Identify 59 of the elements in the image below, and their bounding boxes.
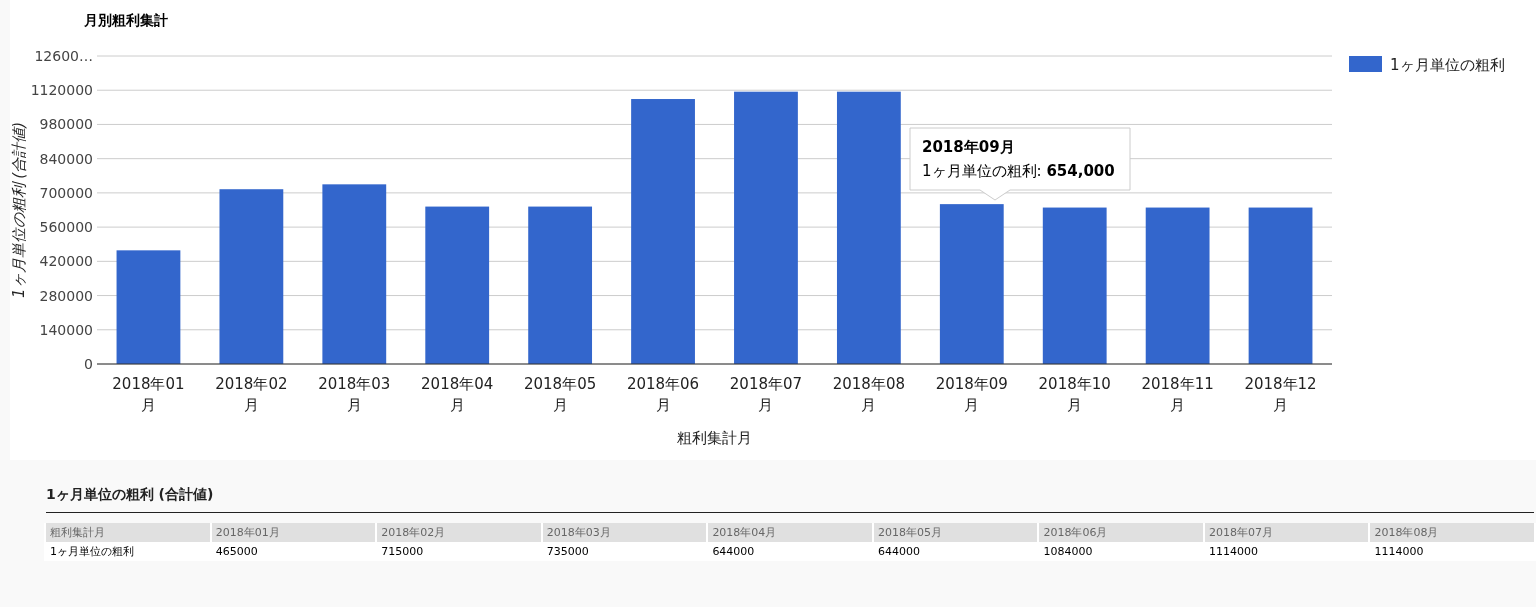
x-tick-label: 2018年01月 [112,375,185,414]
x-tick-label: 2018年03月 [318,375,391,414]
bar [322,184,387,364]
bar [219,189,284,364]
text: 735000 [545,544,590,560]
x-tick-label: 2018年11月 [1141,375,1214,414]
bar [425,206,490,364]
text: 2018年06月 [1039,523,1203,542]
x-tick-label: 2018年07月 [729,375,803,414]
y-tick-label: 0 [84,356,93,372]
bar [836,91,901,364]
y-tick-label: 140000 [39,321,93,338]
y-tick-label: 840000 [39,150,93,167]
text: 644000 [711,544,756,560]
text: 2018年07月 [1204,523,1369,542]
bar [528,206,593,364]
text: 2018年02月 [377,523,541,542]
text: 1114000 [1373,544,1425,560]
y-tick-label: 980000 [39,116,93,133]
text: 1ヶ月単位の粗利 [49,544,135,560]
text: 1114000 [1207,544,1259,560]
legend-label: 1ヶ月単位の粗利 [1390,56,1505,74]
bar [1145,207,1210,364]
x-tick-label: 2018年06月 [626,375,700,414]
y-tick-label: 280000 [39,287,93,304]
bar [116,250,181,364]
x-tick-label: 2018年04月 [421,375,494,414]
x-tick-label: 2018年08月 [832,375,906,414]
text: 1ヶ月単位の粗利 (合計値) [46,486,1534,513]
text: 2018年08月 [1370,523,1534,542]
bar [1248,207,1313,364]
bar [1042,207,1107,364]
y-tick-label: 560000 [39,219,93,236]
x-axis-title: 粗利集計月 [677,429,752,447]
y-tick-label: 420000 [39,253,93,270]
chart-title: 月別粗利集計 [83,12,168,28]
x-tick-label: 2018年02月 [215,375,288,414]
text: 1084000 [1042,544,1094,560]
bar [734,91,798,364]
y-axis-title: 1ヶ月単位の粗利 (合計値) [10,121,28,299]
text: 465000 [214,544,259,560]
x-tick-label: 2018年10月 [1038,375,1111,414]
text: 粗利集計月 [46,523,210,542]
x-tick-label: 2018年12月 [1244,375,1317,414]
y-tick-label: 12600… [34,48,93,64]
x-tick-label: 2018年05月 [523,375,597,414]
text: 2018年05月 [873,523,1038,542]
text: 2018年03月 [542,523,707,542]
y-tick-label: 1120000 [30,82,93,99]
bar [939,204,1004,364]
x-tick-label: 2018年09月 [935,375,1008,414]
y-tick-label: 700000 [39,184,93,201]
annotation: 1ヶ月単位の粗利: 654,000 [922,162,1115,180]
text: 2018年01月 [211,523,376,542]
text: 2018年04月 [708,523,872,542]
text: 644000 [876,544,921,560]
bar [631,99,695,364]
annotation: 2018年09月 [922,138,1015,156]
text: 715000 [380,544,425,560]
